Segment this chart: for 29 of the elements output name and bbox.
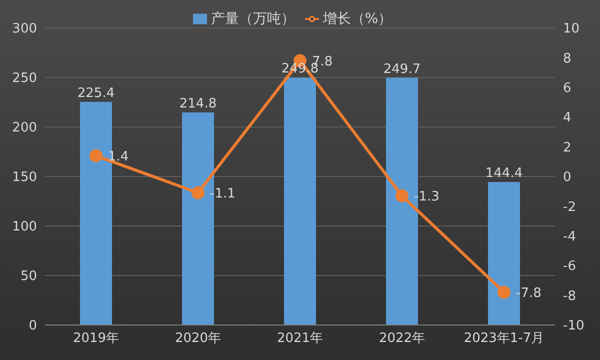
y-tick-label: 100: [12, 220, 37, 235]
x-tick-label: 2021年: [276, 331, 324, 346]
y-tick-label: 300: [12, 22, 37, 37]
y2-tick-label: 10: [563, 22, 580, 37]
y-tick-label: 250: [12, 71, 37, 86]
x-tick-label: 2023年1-7月: [464, 331, 544, 346]
y-tick-label: 200: [12, 120, 37, 136]
data-label: 214.8: [179, 96, 217, 112]
x-tick-label: 2022年: [378, 331, 426, 346]
x-tick-label: 2020年: [174, 331, 222, 346]
y-tick-label: 50: [20, 269, 37, 284]
data-label: 225.4: [77, 86, 115, 101]
y2-tick-label: -4: [563, 230, 576, 245]
y2-tick-label: 8: [563, 51, 572, 66]
y2-tick-label: 0: [563, 170, 572, 186]
y2-tick-label: 2: [563, 140, 572, 156]
data-label: 144.4: [485, 166, 523, 182]
y2-tick-label: -2: [563, 200, 576, 215]
y2-tick-label: -6: [563, 259, 576, 274]
data-label: 249.7: [383, 62, 421, 77]
y2-tick-label: 4: [563, 110, 572, 126]
legend-label: 增长（%）: [322, 11, 392, 27]
legend-label: 产量（万吨）: [210, 11, 295, 27]
y-tick-label: 0: [28, 318, 37, 334]
x-tick-label: 2019年: [72, 331, 120, 346]
y2-tick-label: -8: [563, 288, 576, 304]
y2-tick-label: -10: [563, 318, 584, 334]
y-tick-label: 150: [12, 170, 37, 186]
y2-tick-label: 6: [563, 81, 572, 96]
